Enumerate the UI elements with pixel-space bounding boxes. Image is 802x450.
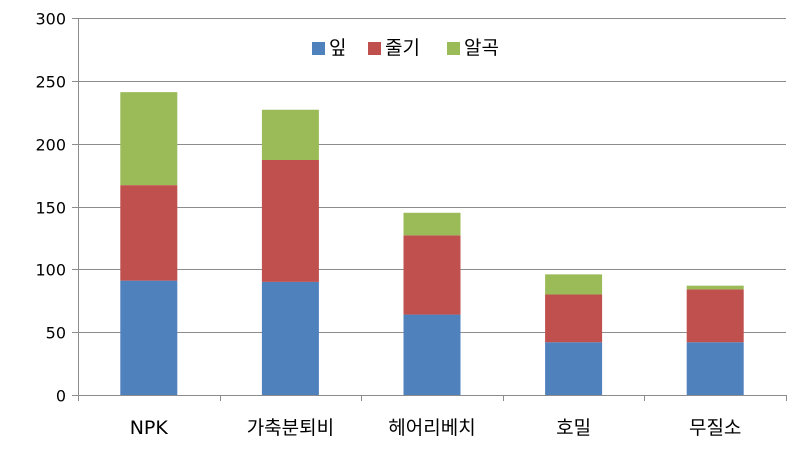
legend: 잎 줄기 알곡: [312, 37, 499, 59]
y-tick-label: 300: [35, 10, 66, 29]
grid-lines: [78, 18, 786, 333]
bar-segment-1-1: [261, 160, 319, 282]
bar-segment-4-2: [686, 285, 744, 290]
legend-swatch-1: [368, 42, 381, 55]
y-tick-label: 200: [35, 136, 66, 155]
bar-segment-3-2: [545, 274, 603, 295]
bar-segment-1-2: [261, 109, 319, 161]
y-tick-label: 0: [56, 387, 66, 406]
bar-segment-0-1: [120, 185, 178, 281]
x-category-label: 헤어리베치: [388, 417, 475, 439]
bar-segment-2-0: [403, 314, 461, 395]
bar-segment-3-0: [545, 342, 603, 395]
x-category-label: 호밀: [556, 417, 591, 439]
legend-swatch-0: [312, 42, 325, 55]
x-category-label: 가축분퇴비: [247, 417, 334, 439]
bar-segment-1-0: [261, 281, 319, 395]
legend-label-0: 잎: [329, 37, 346, 59]
bars: [120, 92, 744, 395]
bar-segment-4-1: [686, 289, 744, 343]
legend-label-2: 알곡: [464, 37, 499, 59]
bar-segment-2-1: [403, 235, 461, 315]
legend-swatch-2: [447, 42, 460, 55]
legend-label-1: 줄기: [385, 37, 420, 59]
y-axis: 0 50 100 150 200 250 300: [35, 10, 79, 406]
bar-segment-4-0: [686, 342, 744, 395]
bar-segment-2-2: [403, 212, 461, 236]
x-category-label: 무질소: [689, 417, 741, 439]
bar-segment-0-0: [120, 280, 178, 395]
bar-segment-3-1: [545, 294, 603, 343]
x-axis: NPK 가축분퇴비 헤어리베치 호밀 무질소: [78, 395, 787, 439]
bar-segment-0-2: [120, 92, 178, 186]
y-tick-label: 150: [35, 199, 66, 218]
y-tick-label: 100: [35, 261, 66, 280]
x-category-label: NPK: [130, 417, 169, 439]
y-tick-label: 250: [35, 73, 66, 92]
y-tick-label: 50: [46, 324, 66, 343]
